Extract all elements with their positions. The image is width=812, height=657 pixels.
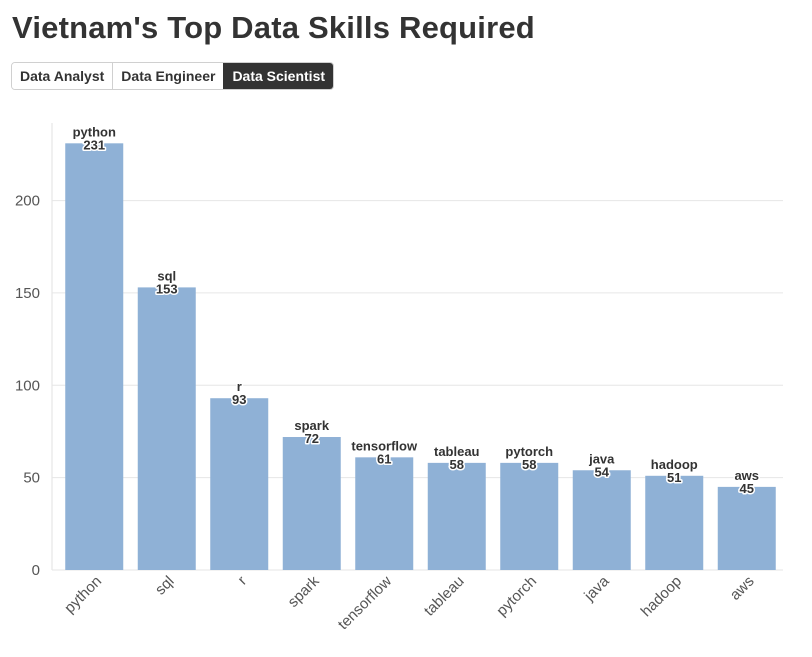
bar-hadoop[interactable] [645,475,704,570]
x-tick-label: aws [727,573,758,604]
bar-category-label: aws [734,468,759,483]
bar-category-label: tensorflow [351,438,418,453]
x-tick-label: sql [152,573,178,599]
bar-sql[interactable] [137,287,196,570]
y-tick-label: 200 [15,193,40,210]
bar-category-label: tableau [434,444,480,459]
y-tick-label: 150 [15,285,40,302]
x-tick-label: spark [285,572,323,610]
bar-value-label: 45 [740,481,754,496]
bar-value-label: 231 [83,137,105,152]
x-tick-label: python [61,573,105,617]
bar-r[interactable] [210,398,269,570]
bar-spark[interactable] [282,437,341,570]
bar-layer [65,143,776,570]
x-tick-label: pytorch [493,573,540,620]
bar-value-label: 72 [305,431,319,446]
bar-value-label: 58 [522,457,536,472]
bar-java[interactable] [572,470,631,570]
bar-python[interactable] [65,143,124,570]
bar-category-label: java [588,451,615,466]
role-tabs: Data Analyst Data Engineer Data Scientis… [11,62,335,90]
bar-category-label: pytorch [505,444,553,459]
bar-value-label: 54 [595,464,610,479]
bar-value-label: 51 [667,470,681,485]
y-tick-label: 100 [15,377,40,394]
bar-category-label: python [73,124,116,139]
bar-aws[interactable] [717,486,776,570]
bar-value-label: 93 [232,392,246,407]
x-tick-label: tableau [421,573,468,620]
page-title: Vietnam's Top Data Skills Required [12,10,535,45]
bar-category-label: sql [157,268,176,283]
y-tick-label: 50 [23,470,40,487]
bar-category-label: hadoop [651,457,698,472]
bar-tensorflow[interactable] [355,457,414,570]
x-tick-label: hadoop [638,573,685,620]
bar-tableau[interactable] [427,462,486,570]
bar-value-label: 153 [156,281,178,296]
y-tick-label: 0 [32,562,40,579]
x-tick-label: tensorflow [335,573,395,633]
tab-data-analyst[interactable]: Data Analyst [12,63,113,89]
x-tick-label: java [580,572,613,605]
bar-category-label: r [237,379,242,394]
tab-data-scientist[interactable]: Data Scientist [223,63,334,89]
x-tick-label: r [235,573,251,589]
bar-pytorch[interactable] [500,462,559,570]
bar-category-label: spark [294,418,329,433]
bar-value-label: 61 [377,451,391,466]
bar-value-label: 58 [450,457,464,472]
tab-data-engineer[interactable]: Data Engineer [112,63,224,89]
